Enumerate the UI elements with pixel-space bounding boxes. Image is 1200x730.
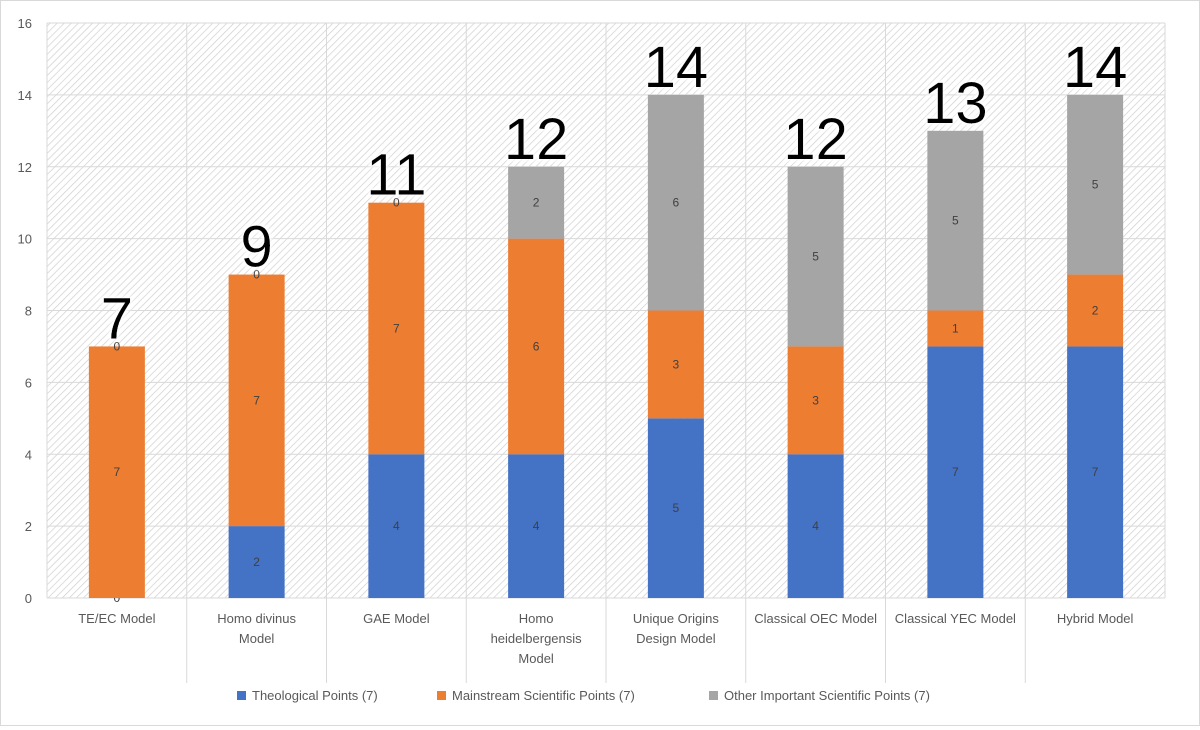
bar-segment [368, 202, 425, 455]
total-label: 12 [783, 107, 848, 172]
data-label: 7 [952, 465, 959, 479]
bar-segment [228, 274, 285, 527]
total-label: 14 [644, 35, 709, 100]
data-label: 7 [253, 393, 260, 407]
y-tick-label: 12 [18, 160, 32, 175]
x-tick-label: Design Model [636, 631, 716, 646]
x-tick-label: GAE Model [363, 611, 430, 626]
x-axis: TE/EC Model Homo divinus Model GAE Model Hom… [78, 611, 1133, 666]
y-tick-label: 6 [25, 375, 32, 390]
data-label: 2 [533, 196, 540, 210]
legend-swatch [709, 691, 718, 700]
total-label: 12 [504, 107, 569, 172]
bar-segment [927, 346, 984, 598]
bar-segment [508, 454, 565, 598]
data-label: 7 [393, 321, 400, 335]
total-label: 9 [240, 215, 272, 280]
bar-segment [647, 418, 704, 598]
x-tick-label: Unique Origins [633, 611, 719, 626]
y-tick-label: 14 [18, 88, 32, 103]
bar-segment [1067, 346, 1124, 598]
data-label: 0 [114, 339, 121, 353]
bar-segment [508, 166, 565, 239]
data-label: 1 [952, 321, 959, 335]
bar-segment [647, 94, 704, 311]
x-tick-label: Classical YEC Model [895, 611, 1016, 626]
data-label: 7 [1092, 465, 1099, 479]
bar-segment [787, 346, 844, 455]
y-tick-label: 16 [18, 16, 32, 31]
bar-segment [88, 346, 145, 598]
data-label: 3 [812, 393, 819, 407]
legend-label: Mainstream Scientific Points (7) [452, 688, 635, 703]
x-tick-label: Hybrid Model [1057, 611, 1134, 626]
bar-segment [927, 310, 984, 347]
data-label: 7 [114, 465, 121, 479]
data-label: 0 [253, 268, 260, 282]
total-label: 14 [1063, 35, 1128, 100]
x-tick-label: Model [518, 651, 554, 666]
bar-segment [228, 526, 285, 598]
y-tick-label: 10 [18, 232, 32, 247]
data-label: 4 [393, 519, 400, 533]
bar-segment [508, 238, 565, 455]
x-tick-label: Homo [519, 611, 554, 626]
bar-segment [1067, 94, 1124, 275]
legend-label: Theological Points (7) [252, 688, 378, 703]
data-label: 5 [673, 501, 680, 515]
bar-segment [368, 454, 425, 598]
x-tick-label: TE/EC Model [78, 611, 155, 626]
legend-label: Other Important Scientific Points (7) [724, 688, 930, 703]
x-tick-label: heidelbergensis [491, 631, 583, 646]
x-tick-label: Homo divinus [217, 611, 296, 626]
bars: 070270470462536435715725 [88, 94, 1124, 605]
bar-segment [787, 454, 844, 598]
y-tick-label: 4 [25, 447, 32, 462]
data-label: 5 [952, 214, 959, 228]
data-label: 4 [533, 519, 540, 533]
y-tick-label: 2 [25, 519, 32, 534]
data-label: 2 [1092, 304, 1099, 318]
data-label: 5 [1092, 178, 1099, 192]
bar-segment [927, 130, 984, 311]
x-tick-label: Model [239, 631, 275, 646]
data-label: 0 [393, 196, 400, 210]
total-label: 7 [101, 286, 133, 351]
data-label: 6 [533, 339, 540, 353]
data-label: 6 [673, 196, 680, 210]
legend-swatch [237, 691, 246, 700]
x-tick-label: Classical OEC Model [754, 611, 877, 626]
bar-segment [647, 310, 704, 419]
legend: Theological Points (7) Mainstream Scienti… [237, 688, 930, 703]
bar-segment [787, 166, 844, 347]
data-label: 2 [253, 555, 260, 569]
y-tick-label: 0 [25, 591, 32, 606]
total-label: 13 [923, 71, 988, 136]
y-axis: 0 2 4 6 8 10 12 14 16 [18, 16, 32, 606]
total-label: 11 [366, 143, 426, 208]
legend-swatch [437, 691, 446, 700]
data-label: 4 [812, 519, 819, 533]
data-label: 5 [812, 250, 819, 264]
y-tick-label: 8 [25, 304, 32, 319]
bar-segment [1067, 274, 1124, 347]
data-label: 3 [673, 357, 680, 371]
